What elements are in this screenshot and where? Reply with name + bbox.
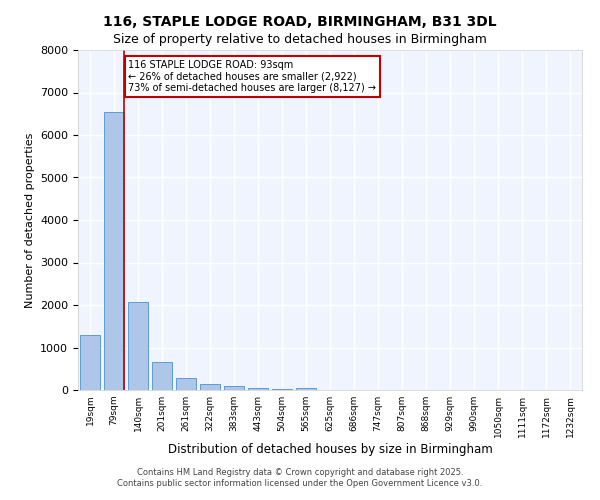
Bar: [104, 112, 124, 390]
Y-axis label: Number of detached properties: Number of detached properties: [25, 132, 35, 308]
Text: 116 STAPLE LODGE ROAD: 93sqm
← 26% of detached houses are smaller (2,922)
73% of: 116 STAPLE LODGE ROAD: 93sqm ← 26% of de…: [128, 60, 376, 94]
Bar: [128, 302, 148, 390]
Bar: [224, 386, 244, 390]
X-axis label: Distribution of detached houses by size in Birmingham: Distribution of detached houses by size …: [167, 442, 493, 456]
Text: Contains HM Land Registry data © Crown copyright and database right 2025.
Contai: Contains HM Land Registry data © Crown c…: [118, 468, 482, 487]
Text: 116, STAPLE LODGE ROAD, BIRMINGHAM, B31 3DL: 116, STAPLE LODGE ROAD, BIRMINGHAM, B31 …: [103, 15, 497, 29]
Bar: [272, 388, 292, 390]
Text: Size of property relative to detached houses in Birmingham: Size of property relative to detached ho…: [113, 32, 487, 46]
Bar: [200, 384, 220, 390]
Bar: [296, 388, 316, 390]
Bar: [248, 388, 268, 390]
Bar: [152, 362, 172, 390]
Bar: [176, 378, 196, 390]
Bar: [80, 335, 100, 390]
